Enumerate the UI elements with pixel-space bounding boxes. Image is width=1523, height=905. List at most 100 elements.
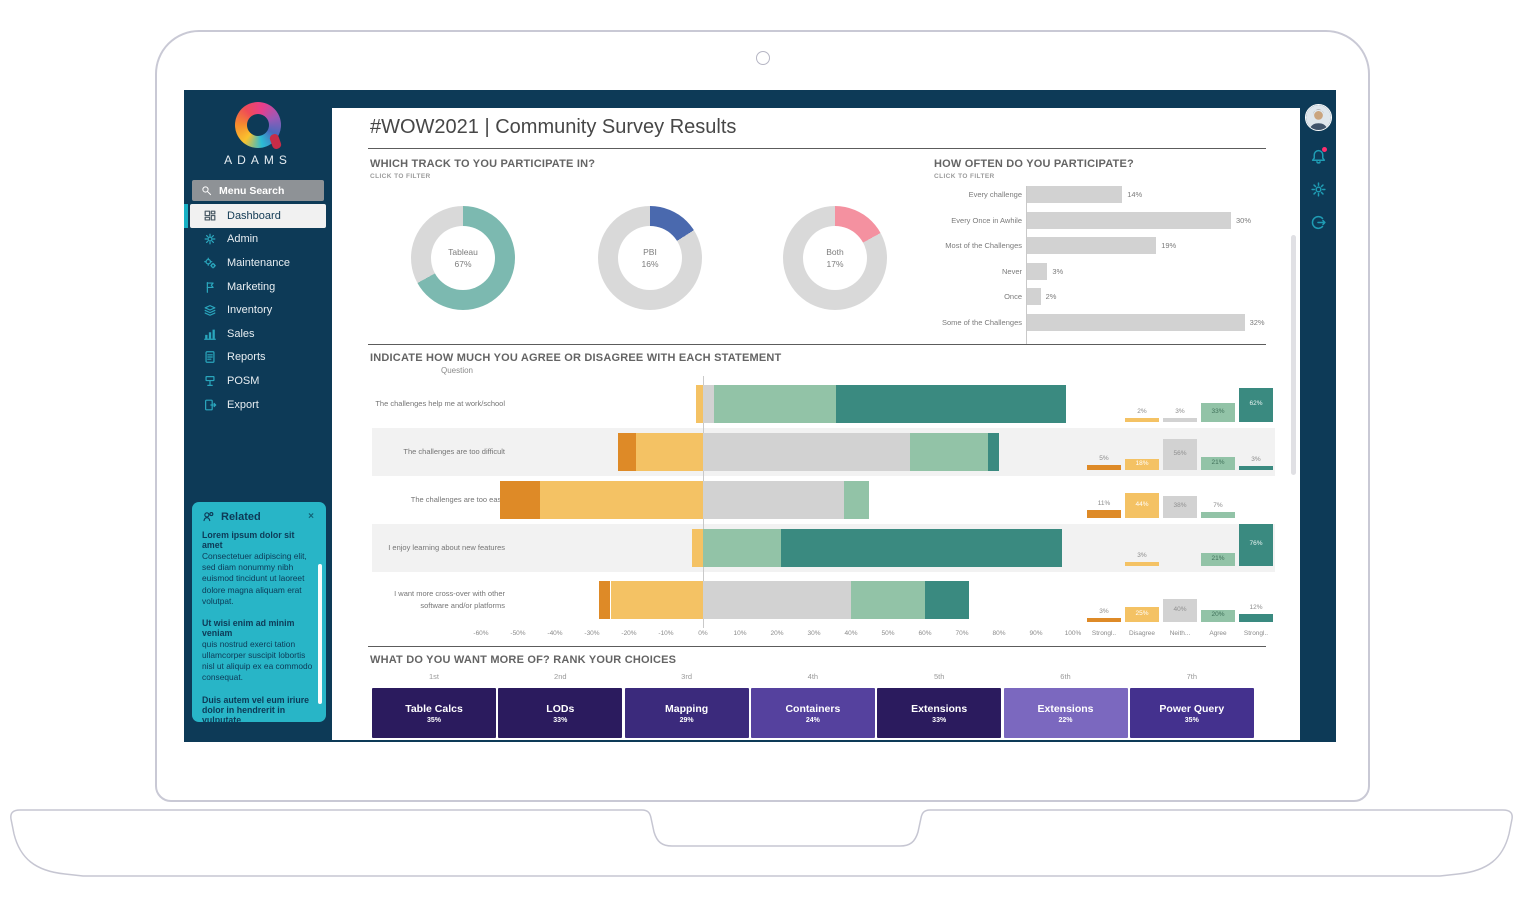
- donut-name: Tableau: [448, 247, 478, 257]
- donut-name: PBI: [643, 247, 657, 257]
- freq-bar[interactable]: [1027, 211, 1231, 229]
- mini-bar-strongly_agree: [1239, 614, 1273, 620]
- freq-category-label: Every challenge: [968, 190, 1022, 199]
- sidebar-item-admin[interactable]: Admin: [190, 228, 326, 252]
- rank-label: 4th: [807, 672, 819, 681]
- webcam-dot: [755, 51, 770, 65]
- sidebar-item-marketing[interactable]: Marketing: [190, 275, 326, 299]
- settings-gear-icon[interactable]: [1310, 181, 1327, 198]
- freq-bar[interactable]: [1027, 288, 1041, 306]
- mini-value-label: 21%: [1211, 554, 1225, 562]
- freq-category-label: Never: [1001, 266, 1022, 276]
- menu-search-label: Menu Search: [219, 184, 285, 197]
- donut-tableau[interactable]: Tableau 67%: [411, 206, 515, 310]
- mini-underline-strongly_disagree: [1087, 620, 1121, 622]
- freq-bar[interactable]: [1027, 186, 1123, 203]
- related-section-heading: Lorem ipsum dolor sit amet: [202, 530, 295, 550]
- segment-strongly_agree: [836, 385, 1066, 423]
- rank-choice[interactable]: Extensions 33%: [877, 688, 1002, 738]
- segment-disagree: [691, 529, 703, 567]
- mini-value-label: 38%: [1173, 502, 1187, 509]
- content-scrollbar[interactable]: [1291, 235, 1296, 475]
- sidebar-item-reports[interactable]: Reports: [190, 346, 326, 370]
- section-title-rank: WHAT DO YOU WANT MORE OF? RANK YOUR CHOI…: [370, 654, 677, 666]
- sidebar-item-maintenance[interactable]: Maintenance: [190, 251, 326, 275]
- mini-column-label: Neith...: [1169, 630, 1191, 637]
- close-icon[interactable]: ×: [308, 511, 314, 522]
- segment-disagree: [695, 385, 703, 423]
- donut-name: Both: [826, 247, 844, 257]
- sidebar-item-label: Reports: [227, 351, 266, 364]
- axis-tick: 30%: [807, 630, 821, 637]
- agreement-chart: Question The challenges help me at work/s…: [332, 108, 1300, 740]
- rank-choice[interactable]: Mapping 29%: [624, 688, 749, 738]
- sidebar-item-label: Dashboard: [227, 209, 281, 222]
- freq-bar[interactable]: [1027, 262, 1048, 280]
- menu-search[interactable]: Menu Search: [192, 180, 324, 201]
- axis-tick: -40%: [547, 630, 563, 637]
- donut-pbi[interactable]: PBI 16%: [598, 206, 702, 310]
- mini-column-label: Strongl..: [1243, 630, 1269, 637]
- dashboard-content: #WOW2021 | Community Survey Results WHIC…: [332, 108, 1300, 740]
- donut-label: Both 17%: [803, 226, 867, 290]
- question-label: The challenges help me at work/school: [375, 399, 505, 408]
- mini-underline-strongly_agree: [1239, 468, 1273, 470]
- brand-name: ADAMS: [224, 153, 292, 167]
- sidebar-item-label: POSM: [227, 374, 260, 387]
- rank-choice-value: 24%: [805, 716, 820, 724]
- mini-bar-strongly_disagree: [1087, 618, 1121, 620]
- bottom-divider: [368, 646, 1266, 647]
- sidebar-menu: Dashboard Admin Maintenance Marketing Invent…: [184, 204, 326, 417]
- rank-choice[interactable]: Power Query 35%: [1129, 688, 1254, 738]
- notifications-bell-icon[interactable]: [1310, 147, 1327, 165]
- axis-tick: 60%: [918, 630, 932, 637]
- mini-value-label: 2%: [1137, 408, 1147, 415]
- rank-choice[interactable]: Extensions 22%: [1003, 688, 1128, 738]
- question-label: I enjoy learning about new features: [388, 543, 505, 552]
- mini-value-label: 76%: [1249, 540, 1263, 547]
- marketing-flag-icon: [203, 280, 217, 294]
- mini-underline-neither: [1163, 468, 1197, 470]
- sidebar-item-sales[interactable]: Sales: [190, 322, 326, 346]
- freq-bar[interactable]: [1027, 314, 1245, 331]
- user-avatar[interactable]: [1304, 104, 1332, 131]
- donut-both[interactable]: Both 17%: [783, 206, 887, 310]
- rank-choice[interactable]: LODs 33%: [498, 688, 623, 738]
- related-section-body: Consectetuer adipiscing elit, sed diam n…: [202, 551, 307, 606]
- rank-choice-value: 35%: [1184, 716, 1199, 724]
- sidebar-item-posm[interactable]: POSM: [190, 369, 326, 393]
- segment-agree: [714, 385, 837, 423]
- axis-tick: -30%: [584, 630, 600, 637]
- mini-bar-neither: [1163, 599, 1197, 620]
- mini-bar-strongly_disagree: [1087, 510, 1121, 516]
- sidebar-item-export[interactable]: Export: [190, 393, 326, 417]
- freq-bar[interactable]: [1027, 237, 1157, 255]
- freq-axis-line: [1026, 186, 1027, 344]
- rank-label: 7th: [1186, 672, 1198, 681]
- related-scrollbar[interactable]: [318, 564, 322, 704]
- mini-bar-strongly_agree: [1239, 388, 1273, 420]
- logout-icon[interactable]: [1310, 214, 1327, 231]
- mini-value-label: 3%: [1251, 456, 1261, 463]
- mini-underline-agree: [1201, 420, 1235, 422]
- donut-label: PBI 16%: [618, 226, 682, 290]
- donut-label: Tableau 67%: [431, 226, 495, 290]
- mini-underline-disagree: [1125, 620, 1159, 622]
- axis-tick: -10%: [658, 630, 674, 637]
- sidebar-item-inventory[interactable]: Inventory: [190, 298, 326, 322]
- rank-choice[interactable]: Containers 24%: [750, 688, 875, 738]
- donut-value: 16%: [641, 259, 659, 269]
- app-window: ADAMS Menu Search Dashboard Admin Maintena…: [184, 90, 1336, 742]
- mini-value-label: 11%: [1097, 500, 1111, 507]
- mini-underline-strongly_disagree: [1087, 468, 1121, 470]
- sidebar-item-label: Admin: [227, 233, 259, 246]
- mini-bar-disagree: [1125, 607, 1159, 620]
- page-title: #WOW2021 | Community Survey Results: [370, 116, 737, 138]
- segment-neither: [703, 385, 715, 423]
- rank-choice[interactable]: Table Calcs 35%: [372, 688, 496, 738]
- sidebar-item-dashboard[interactable]: Dashboard: [184, 204, 326, 228]
- rank-choice-value: 22%: [1058, 716, 1073, 724]
- right-rail: [1300, 90, 1336, 742]
- freq-category-label: Most of the Challenges: [945, 241, 1022, 251]
